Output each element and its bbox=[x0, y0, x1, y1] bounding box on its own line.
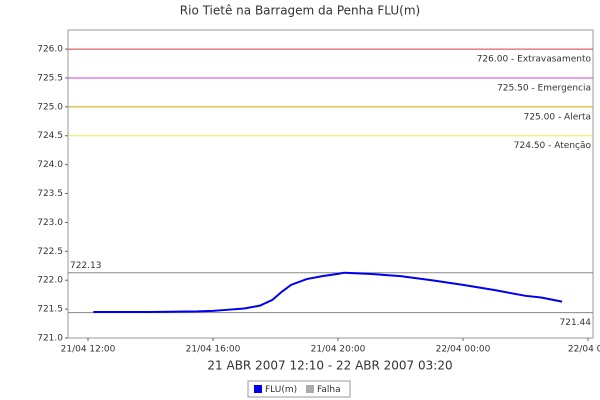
min-line-label: 721.44 bbox=[560, 318, 592, 328]
chart-subtitle: 21 ABR 2007 12:10 - 22 ABR 2007 03:20 bbox=[207, 359, 452, 373]
x-tick-label: 21/04 12:00 bbox=[61, 345, 116, 355]
x-tick-label: 21/04 16:00 bbox=[186, 345, 241, 355]
reference-label: 725.50 - Emergencia bbox=[497, 83, 591, 93]
legend-swatch bbox=[254, 385, 262, 393]
y-tick-label: 722.5 bbox=[37, 247, 63, 257]
max-line-label: 722.13 bbox=[70, 261, 102, 271]
x-tick-label: 21/04 20:00 bbox=[311, 345, 366, 355]
plot-area bbox=[67, 29, 594, 339]
chart-title: Rio Tietê na Barragem da Penha FLU(m) bbox=[180, 4, 420, 18]
y-tick-label: 726.0 bbox=[37, 45, 63, 55]
y-tick-label: 721.0 bbox=[37, 334, 63, 344]
reference-label: 725.00 - Alerta bbox=[524, 112, 591, 122]
legend-label: FLU(m) bbox=[265, 385, 297, 395]
y-tick-label: 725.5 bbox=[37, 73, 63, 83]
legend-swatch bbox=[306, 385, 314, 393]
legend-label: Falha bbox=[317, 385, 341, 395]
y-tick-label: 723.5 bbox=[37, 189, 63, 199]
y-tick-label: 721.5 bbox=[37, 305, 63, 315]
y-tick-label: 724.0 bbox=[37, 160, 63, 170]
y-tick-label: 722.0 bbox=[37, 276, 63, 286]
y-tick-label: 725.0 bbox=[37, 102, 63, 112]
data-line bbox=[93, 271, 563, 313]
reference-label: 726.00 - Extravasamento bbox=[477, 55, 592, 65]
x-tick-label: 22/04 04 bbox=[568, 345, 600, 355]
y-tick-label: 724.5 bbox=[37, 131, 63, 141]
x-tick-label: 22/04 00:00 bbox=[436, 345, 491, 355]
y-tick-label: 723.0 bbox=[37, 218, 63, 228]
reference-label: 724.50 - Atenção bbox=[514, 141, 592, 151]
legend bbox=[247, 380, 351, 398]
